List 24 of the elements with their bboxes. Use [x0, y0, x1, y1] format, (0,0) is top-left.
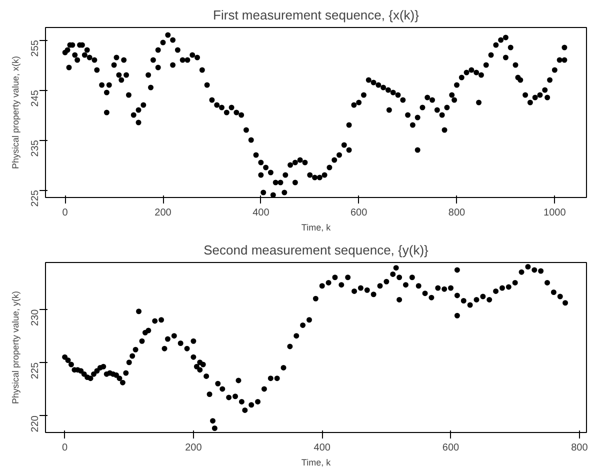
- y-axis-title: Physical property value, y(k): [10, 290, 20, 404]
- x-tick-label: 400: [314, 442, 331, 454]
- x-tick-label: 200: [185, 442, 202, 454]
- x-tick-label: 800: [448, 208, 466, 218]
- x-tick-label: 600: [350, 208, 368, 218]
- x-tick-label: 400: [252, 208, 270, 218]
- x-tick-label: 0: [62, 442, 68, 454]
- chart-title: First measurement sequence, {x(k)}: [213, 8, 420, 22]
- y-tick-label: 255: [30, 40, 41, 57]
- x-tick-label: 800: [571, 442, 588, 454]
- x-tick-label: 200: [154, 208, 172, 218]
- y-tick-label: 245: [30, 90, 41, 107]
- x-axis-title: Time, k: [301, 458, 332, 468]
- y-tick-label: 225: [30, 190, 41, 207]
- x-tick-label: 1000: [544, 208, 566, 218]
- y-tick-label: 220: [30, 415, 41, 432]
- y-tick-label: 230: [30, 308, 41, 326]
- y-axis-title: Physical property value, x(k): [10, 56, 20, 170]
- x-tick-label: 600: [442, 442, 460, 454]
- y-tick-label: 225: [30, 362, 41, 380]
- x-axis-title: Time, k: [301, 222, 332, 232]
- x-tick-label: 0: [62, 208, 68, 218]
- chart-title: Second measurement sequence, {y(k)}: [204, 242, 430, 258]
- y-tick-label: 235: [30, 140, 41, 157]
